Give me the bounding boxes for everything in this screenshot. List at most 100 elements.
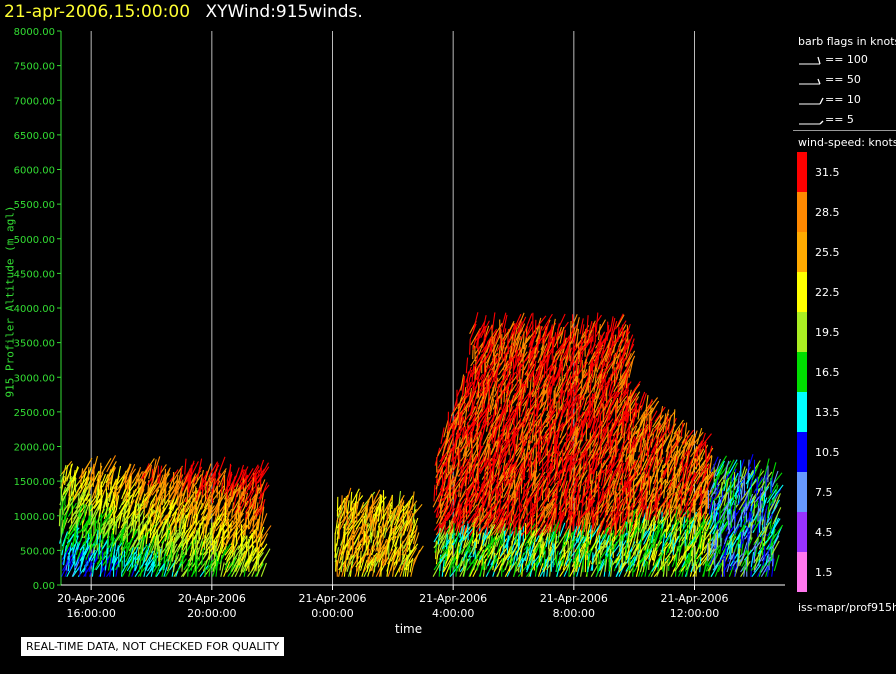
wind-barb-28 bbox=[63, 508, 70, 523]
wind-barb-882 bbox=[217, 456, 226, 475]
wind-barb-484 bbox=[147, 509, 154, 525]
wind-barb-1991 bbox=[488, 536, 493, 555]
wind-barb-3362 bbox=[587, 320, 593, 340]
wind-barb-1145 bbox=[340, 553, 345, 573]
wind-barb-1308 bbox=[379, 539, 388, 557]
wind-barb-3129 bbox=[569, 394, 579, 408]
wind-barb-750 bbox=[194, 486, 197, 504]
wind-barb-937 bbox=[228, 545, 240, 561]
wind-barb-2185 bbox=[499, 445, 502, 465]
wind-barb-2205 bbox=[500, 341, 506, 356]
wind-barb-184 bbox=[91, 558, 96, 577]
wind-barb-4689 bbox=[725, 525, 735, 538]
wind-barb-550 bbox=[161, 554, 170, 571]
wind-barb-2364 bbox=[512, 458, 519, 474]
wind-barb-1230 bbox=[361, 515, 370, 535]
wind-barb-1061 bbox=[249, 469, 260, 484]
x-tick-date-5: 21-Apr-2006 bbox=[660, 592, 728, 605]
wind-barb-1759 bbox=[467, 381, 472, 397]
wind-barb-276 bbox=[106, 461, 117, 479]
wind-barb-449 bbox=[138, 493, 146, 513]
wind-barb-1806 bbox=[469, 323, 477, 340]
wind-barb-45 bbox=[68, 514, 78, 529]
wind-barb-4832 bbox=[751, 563, 762, 578]
wind-barb-3238 bbox=[580, 529, 590, 547]
wind-barb-3175 bbox=[572, 390, 575, 407]
wind-barb-2557 bbox=[529, 376, 532, 395]
wind-barb-1844 bbox=[473, 368, 479, 385]
wind-barb-1377 bbox=[396, 520, 405, 539]
wind-barb-1722 bbox=[463, 382, 470, 399]
wind-barb-1463 bbox=[437, 516, 442, 534]
wind-barb-4910 bbox=[765, 511, 771, 526]
wind-barb-4327 bbox=[673, 490, 685, 509]
wind-barb-2923 bbox=[556, 560, 562, 577]
wind-barb-3704 bbox=[613, 413, 622, 431]
wind-barb-2066 bbox=[489, 369, 498, 389]
wind-barb-548 bbox=[157, 464, 167, 478]
wind-barb-3119 bbox=[569, 450, 574, 465]
wind-barb-2095 bbox=[494, 459, 501, 477]
wind-barb-1782 bbox=[470, 454, 474, 471]
wind-barb-896 bbox=[218, 487, 225, 507]
wind-barb-3808 bbox=[622, 346, 625, 364]
wind-barb-2325 bbox=[511, 419, 521, 435]
wind-barb-1776 bbox=[469, 492, 481, 507]
wind-barb-1171 bbox=[346, 554, 353, 573]
wind-barb-4443 bbox=[687, 435, 695, 450]
wind-barb-1995 bbox=[486, 517, 489, 535]
wind-barb-1362 bbox=[393, 530, 402, 547]
wind-barb-3936 bbox=[631, 530, 638, 548]
wind-barb-798 bbox=[202, 523, 206, 539]
wind-barb-2742 bbox=[540, 331, 551, 351]
wind-barb-1121 bbox=[336, 549, 341, 567]
wind-barb-789 bbox=[198, 479, 205, 493]
wind-barb-1965 bbox=[484, 436, 489, 456]
wind-barb-4012 bbox=[636, 464, 640, 480]
wind-barb-3929 bbox=[629, 387, 637, 402]
wind-barb-1914 bbox=[480, 470, 491, 486]
wind-barb-1980 bbox=[484, 353, 487, 373]
wind-barb-2996 bbox=[561, 400, 568, 417]
wind-barb-2442 bbox=[518, 529, 522, 546]
wind-barb-4248 bbox=[663, 478, 667, 499]
wind-barb-91 bbox=[73, 466, 79, 482]
wind-barb-306 bbox=[112, 492, 115, 511]
wind-barb-3957 bbox=[630, 415, 643, 433]
wind-barb-1556 bbox=[446, 420, 456, 438]
wind-barb-2027 bbox=[485, 347, 495, 364]
wind-barb-3768 bbox=[616, 314, 625, 328]
y-tick-label-4: 2000.00 bbox=[14, 443, 55, 454]
wind-barb-3675 bbox=[610, 334, 615, 350]
wind-barb-1598 bbox=[452, 503, 459, 522]
wind-barb-4117 bbox=[645, 404, 648, 422]
wind-barb-3333 bbox=[587, 490, 591, 507]
wind-barb-724 bbox=[188, 520, 200, 538]
wind-barb-507 bbox=[148, 480, 160, 499]
wind-barb-1459 bbox=[437, 541, 445, 555]
wind-barb-3470 bbox=[595, 491, 602, 509]
wind-barb-500 bbox=[149, 519, 152, 538]
wind-barb-2163 bbox=[499, 329, 502, 347]
wind-barb-4550 bbox=[702, 520, 709, 538]
wind-barb-464 bbox=[145, 512, 150, 531]
wind-barb-2861 bbox=[549, 419, 554, 439]
wind-barb-1876 bbox=[476, 436, 479, 457]
wind-barb-1690 bbox=[462, 558, 469, 577]
wind-barb-112 bbox=[80, 550, 87, 567]
wind-barb-384 bbox=[131, 552, 135, 568]
x-tick-time-0: 16:00:00 bbox=[66, 607, 115, 620]
wind-barb-2781 bbox=[543, 372, 556, 389]
wind-barb-634 bbox=[171, 495, 179, 511]
wind-barb-1771 bbox=[471, 517, 480, 534]
wind-barb-2790 bbox=[544, 322, 550, 340]
wind-barb-1444 bbox=[436, 510, 444, 524]
wind-barb-3434 bbox=[591, 444, 599, 459]
wind-barb-4284 bbox=[668, 430, 678, 449]
wind-barb-3837 bbox=[623, 423, 627, 443]
wind-barb-2419 bbox=[516, 405, 519, 425]
wind-barb-3461 bbox=[595, 542, 603, 559]
wind-barb-2887 bbox=[553, 518, 561, 538]
wind-barb-648 bbox=[178, 514, 184, 532]
wind-barb-4696 bbox=[724, 478, 729, 498]
